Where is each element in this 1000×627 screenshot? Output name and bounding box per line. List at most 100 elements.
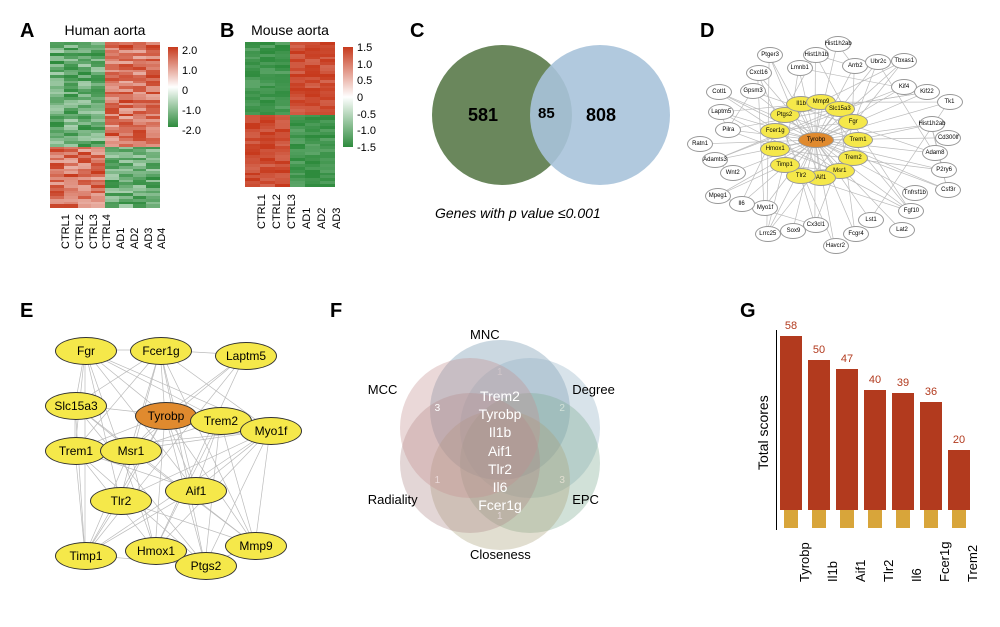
bar-base [868, 510, 881, 528]
heatmap-b-title: Mouse aorta [245, 22, 335, 38]
network-d-node: Lmnb1 [787, 60, 813, 76]
network-d-node: Ratn1 [687, 136, 713, 152]
network-e-node: Tlr2 [90, 487, 152, 515]
network-d-node: Fcer1g [760, 123, 790, 139]
heatmap-b-cell [275, 184, 290, 187]
bar-value: 36 [918, 386, 944, 398]
heatmap-a-title: Human aorta [50, 22, 160, 38]
bar-base [896, 510, 909, 528]
panel-label-a: A [20, 20, 34, 43]
heatmap-a-xlabel: AD1 [115, 228, 127, 249]
bar-xlabel: Trem2 [965, 545, 980, 582]
venn-caption: Genes with p value ≤0.001 [435, 205, 601, 221]
network-e-node: Ptgs2 [175, 552, 237, 580]
network-e-node: Aif1 [165, 477, 227, 505]
heatmap-a-colorbar-tick: 2.0 [182, 45, 197, 57]
heatmap-a-xlabel: AD3 [143, 228, 155, 249]
heatmap-a-cell [105, 204, 119, 207]
bar-base [812, 510, 825, 528]
heatmap-a-cell [146, 204, 160, 207]
panel-label-g: G [740, 300, 756, 323]
heatmap-a-colorbar-tick: -2.0 [182, 125, 201, 137]
heatmap-b-xlabel: CTRL3 [286, 194, 298, 229]
heatmap-a-xlabel: CTRL3 [88, 214, 100, 249]
network-d-node: Hist1h1b [803, 47, 829, 63]
heatmap-b-xlabel: CTRL1 [256, 194, 268, 229]
network-d-node: Cx3cl1 [803, 217, 829, 233]
network-d-node: Lrrc25 [755, 226, 781, 242]
network-d-node: Tk1 [937, 94, 963, 110]
bar-ylabel: Total scores [755, 395, 771, 470]
bar-value: 20 [946, 434, 972, 446]
heatmap-a-xlabel: AD2 [129, 228, 141, 249]
network-e-node: Fgr [55, 337, 117, 365]
bar-yaxis [776, 330, 777, 530]
network-d-node: Csf3r [935, 182, 961, 198]
heatmap-a-cell [64, 204, 78, 207]
heatmap-a-cell [133, 204, 147, 207]
heatmap-b-colorbar-gradient [343, 47, 353, 147]
bar-value: 50 [806, 344, 832, 356]
heatmap-b-colorbar-tick: -1.5 [357, 142, 376, 154]
heatmap-b-cell [245, 184, 260, 187]
flower-petal-label: Closeness [470, 547, 531, 562]
bar [780, 336, 802, 510]
heatmap-a-xlabel: CTRL1 [60, 214, 72, 249]
network-d-node: Tyrobp [798, 132, 834, 148]
panel-label-e: E [20, 300, 33, 323]
network-d-node: Myo1f [752, 200, 778, 216]
bar-base [952, 510, 965, 528]
heatmap-b-cell [305, 184, 320, 187]
network-e-node: Timp1 [55, 542, 117, 570]
flower-petal-label: MNC [470, 327, 500, 342]
network-e-node: Mmp9 [225, 532, 287, 560]
heatmap-b-colorbar-tick: -0.5 [357, 109, 376, 121]
panel-label-b: B [220, 20, 234, 43]
flower-center-genes: Trem2TyrobpIl1bAif1Tlr2Il6Fcer1g [460, 387, 540, 514]
bar [836, 369, 858, 510]
bar-xlabel: Fcer1g [937, 542, 952, 582]
heatmap-a-xlabel: AD4 [156, 228, 168, 249]
network-d-node: Ubr2c [865, 54, 891, 70]
bar [948, 450, 970, 510]
heatmap-a-xlabel: CTRL4 [101, 214, 113, 249]
network-d-node: Cd300lf [935, 130, 961, 146]
network-e-node: Msr1 [100, 437, 162, 465]
network-d-node: Cxcl16 [746, 65, 772, 81]
heatmap-a-cell [119, 204, 133, 207]
flower-petal-label: EPC [572, 492, 599, 507]
network-d-node: Adam8 [922, 145, 948, 161]
bar [864, 390, 886, 510]
heatmap-a-cell [50, 204, 64, 207]
bar-base [924, 510, 937, 528]
heatmap-b-colorbar-tick: 1.5 [357, 42, 372, 54]
network-d-node: Tnfrsf1b [902, 185, 928, 201]
network-e-node: Laptm5 [215, 342, 277, 370]
network-d-node: Lst1 [858, 212, 884, 228]
network-e-node: Trem1 [45, 437, 107, 465]
heatmap-a-cell [91, 204, 105, 207]
panel-label-f: F [330, 300, 342, 323]
flower-petal-label: Degree [572, 382, 615, 397]
heatmap-b-colorbar-tick: 1.0 [357, 59, 372, 71]
bar [808, 360, 830, 510]
venn-mid-label: 85 [538, 105, 555, 122]
heatmap-b-xlabel: AD3 [331, 208, 343, 229]
heatmap-a-colorbar-tick: -1.0 [182, 105, 201, 117]
network-d-node: Timp1 [770, 157, 800, 173]
heatmap-b-cell [320, 184, 335, 187]
bar-xlabel: Il1b [825, 561, 840, 582]
heatmap-b-colorbar-tick: 0.5 [357, 75, 372, 87]
flower-petal-label: MCC [368, 382, 398, 397]
bar-xlabel: Tyrobp [797, 542, 812, 582]
network-e-node: Fcer1g [130, 337, 192, 365]
venn-left-label: 581 [468, 105, 498, 126]
figure-container: A Human aorta B Mouse aorta C 581 85 808… [20, 20, 980, 607]
heatmap-a-colorbar-gradient [168, 47, 178, 127]
heatmap-a-colorbar-tick: 0 [182, 85, 188, 97]
heatmap-b-colorbar-tick: 0 [357, 92, 363, 104]
network-d-node: Havcr2 [823, 238, 849, 254]
bar-value: 47 [834, 353, 860, 365]
bar [920, 402, 942, 510]
bar-value: 39 [890, 377, 916, 389]
